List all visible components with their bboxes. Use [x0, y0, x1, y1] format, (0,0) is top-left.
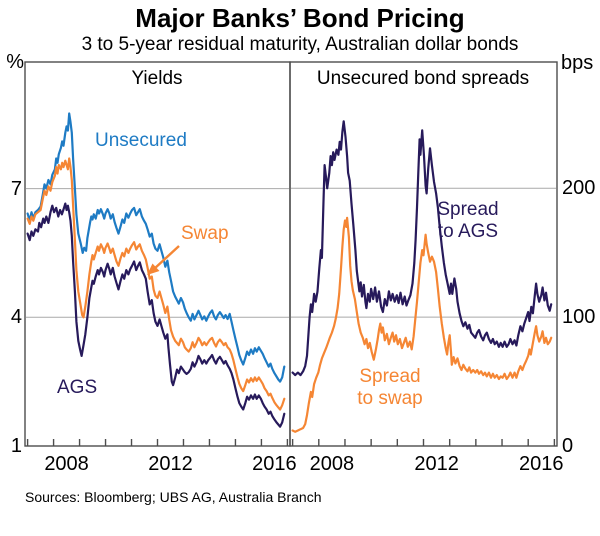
y-tick-label: 4: [10, 306, 22, 329]
x-tick-label: 2012: [414, 453, 459, 475]
swap-label-arrowhead: [147, 263, 160, 275]
chart-subtitle: 3 to 5-year residual maturity, Australia…: [81, 34, 519, 55]
right-panel-title: Unsecured bond spreads: [316, 68, 530, 89]
x-tick-label: 2012: [148, 453, 193, 475]
spread-to-swap-series-label: Spread to swap: [335, 366, 445, 410]
x-tick-label: 2008: [309, 453, 355, 475]
left-axis-unit: %: [6, 51, 24, 73]
swap-label-arrow: [153, 245, 180, 270]
x-tick-label: 2008: [44, 453, 89, 475]
right-axis-unit: bps: [561, 52, 594, 74]
ags-line: [26, 202, 286, 428]
sources-note: Sources: Bloomberg; UBS AG, Australia Br…: [25, 489, 322, 505]
left-panel-title: Yields: [131, 68, 183, 89]
spread-to-ags-label-line2: to AGS: [437, 221, 499, 242]
swap-series-label: Swap: [181, 223, 229, 244]
y-tick-label: 1: [10, 435, 22, 457]
spread-to-ags-series-label: Spread to AGS: [418, 199, 518, 243]
spread-to-ags-label-line1: Spread: [437, 199, 499, 220]
y-tick-label: 100: [562, 306, 596, 329]
spread-to-swap-line: [291, 216, 553, 433]
x-tick-label: 2016: [519, 453, 564, 475]
unsecured-series-label: Unsecured: [95, 130, 187, 151]
chart-title: Major Banks’ Bond Pricing: [135, 3, 465, 33]
ags-series-label: AGS: [57, 377, 98, 398]
y-tick-label: 0: [562, 435, 574, 457]
x-tick-label: 2016: [252, 453, 297, 475]
swap-line: [26, 157, 286, 411]
spread-to-swap-label-line1: Spread: [359, 366, 421, 387]
spread-to-ags-line: [291, 120, 553, 377]
y-tick-label: 7: [10, 177, 22, 200]
unsecured-line: [26, 112, 286, 383]
spread-to-swap-label-line2: to swap: [357, 388, 423, 409]
y-tick-label: 200: [562, 177, 596, 200]
